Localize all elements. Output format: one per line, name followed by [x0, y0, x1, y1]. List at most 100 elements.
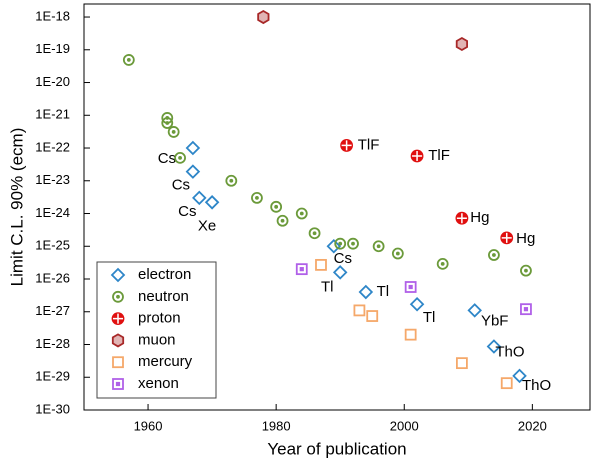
marker-part [351, 241, 355, 246]
marker [257, 9, 270, 25]
marker [436, 257, 449, 270]
plot-frame [83, 3, 591, 411]
marker [455, 211, 469, 225]
marker-part [412, 151, 423, 162]
point-label: TlF [358, 136, 380, 153]
point-label: Hg [470, 209, 489, 226]
marker [353, 304, 366, 317]
y-tick-label: 1E-18 [35, 8, 70, 23]
x-tick-label: 2020 [518, 418, 547, 433]
point-label: TlF [428, 147, 450, 164]
point-label: Tl [423, 309, 436, 326]
marker-part [111, 333, 125, 348]
marker-part [395, 251, 400, 256]
legend-label: mercury [138, 353, 193, 370]
marker [366, 310, 379, 322]
marker-part [280, 218, 285, 223]
x-tick-label: 1980 [262, 418, 291, 433]
marker-part [167, 126, 180, 138]
marker [295, 263, 308, 276]
marker-part [174, 151, 186, 164]
y-tick-label: 1E-27 [35, 303, 70, 318]
marker-part [455, 36, 468, 52]
marker-part [204, 195, 220, 210]
marker [500, 377, 513, 390]
marker-part [492, 253, 496, 257]
marker [372, 240, 385, 253]
marker-part [113, 313, 123, 324]
marker-part [376, 244, 381, 249]
marker [112, 356, 124, 369]
marker [467, 303, 482, 318]
marker-part [165, 121, 170, 125]
marker [225, 174, 238, 187]
marker [112, 290, 124, 303]
y-tick-label: 1E-25 [35, 238, 70, 253]
point-label: Cs [334, 250, 352, 267]
marker-part [408, 284, 413, 290]
marker-part [341, 140, 352, 151]
marker-part [366, 310, 379, 322]
marker-part [467, 303, 482, 318]
marker-part [486, 339, 502, 354]
marker-part [358, 284, 374, 300]
point-label: Tl [377, 283, 390, 300]
marker-part [523, 307, 529, 312]
marker [112, 378, 124, 390]
point-label: ThO [522, 377, 551, 394]
marker [251, 191, 263, 204]
marker [455, 357, 468, 370]
y-tick-label: 1E-22 [35, 139, 70, 154]
marker-part [110, 267, 126, 283]
y-tick-label: 1E-26 [35, 270, 70, 285]
marker-part [295, 207, 308, 220]
marker-part [308, 227, 321, 240]
legend-label: electron [138, 266, 191, 283]
marker [308, 227, 321, 240]
x-tick-label: 1960 [134, 418, 163, 433]
marker [111, 333, 125, 348]
marker-part [112, 378, 124, 390]
legend-label: xenon [138, 375, 179, 392]
marker-part [372, 240, 385, 253]
y-axis-label: Limit C.L. 90% (ecm) [7, 128, 26, 287]
marker-part [161, 117, 174, 129]
marker [358, 284, 374, 300]
marker-part [332, 265, 348, 280]
point-label: Cs [172, 177, 190, 194]
marker-part [315, 258, 327, 271]
marker-part [500, 377, 513, 390]
legend-label: muon [138, 331, 176, 348]
marker [332, 265, 348, 280]
marker [409, 296, 425, 312]
marker-part [112, 290, 124, 303]
marker [500, 231, 514, 245]
marker [111, 312, 125, 326]
point-label: Cs [178, 203, 196, 220]
marker-part [456, 213, 467, 224]
marker-part [409, 296, 425, 312]
point-label: Tl [321, 278, 334, 295]
marker-part [192, 190, 207, 206]
marker-part [171, 130, 176, 134]
y-tick-label: 1E-21 [35, 107, 70, 122]
marker-part [257, 9, 270, 25]
point-label: YbF [481, 312, 509, 329]
marker-part [512, 368, 527, 384]
marker [315, 258, 327, 271]
x-tick-label: 2000 [390, 418, 419, 433]
marker-part [334, 237, 347, 250]
marker-part [520, 264, 532, 277]
marker-part [520, 303, 532, 316]
marker [122, 54, 135, 66]
marker-part [299, 267, 304, 272]
marker [185, 140, 201, 156]
marker [404, 328, 417, 341]
marker [161, 117, 174, 129]
marker-part [122, 54, 135, 66]
marker [486, 339, 502, 354]
y-tick-label: 1E-19 [35, 41, 70, 56]
marker [326, 238, 342, 254]
marker-part [276, 214, 289, 227]
